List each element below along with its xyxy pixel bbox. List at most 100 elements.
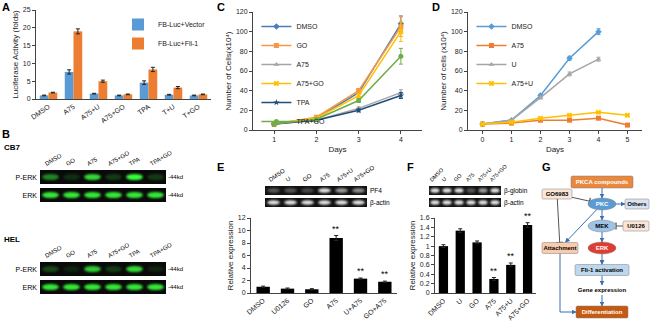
svg-text:TPA+GO: TPA+GO bbox=[149, 241, 173, 258]
svg-text:FB-Luc+Fli-1: FB-Luc+Fli-1 bbox=[158, 40, 198, 47]
svg-text:A: A bbox=[2, 1, 10, 13]
svg-text:A75+GO: A75+GO bbox=[296, 80, 324, 87]
svg-text:DMSO: DMSO bbox=[30, 103, 52, 121]
svg-text:GO: GO bbox=[452, 172, 463, 183]
svg-text:TPA: TPA bbox=[136, 103, 151, 116]
svg-text:12: 12 bbox=[238, 214, 246, 221]
svg-text:T+U: T+U bbox=[161, 103, 176, 116]
svg-text:0: 0 bbox=[244, 126, 248, 133]
svg-text:Number of cells (x10⁴): Number of cells (x10⁴) bbox=[439, 31, 448, 111]
svg-text:2: 2 bbox=[242, 277, 246, 284]
svg-text:ERK: ERK bbox=[23, 192, 38, 199]
svg-text:ERK: ERK bbox=[596, 245, 609, 251]
svg-text:0: 0 bbox=[481, 136, 485, 143]
svg-text:-44kd: -44kd bbox=[168, 266, 183, 272]
svg-text:A75+U: A75+U bbox=[79, 103, 101, 121]
svg-text:25: 25 bbox=[23, 6, 31, 13]
svg-text:2: 2 bbox=[539, 136, 543, 143]
svg-text:TPA: TPA bbox=[128, 248, 141, 259]
svg-text:-44kd: -44kd bbox=[168, 192, 183, 198]
svg-text:P-ERK: P-ERK bbox=[16, 266, 38, 273]
svg-text:A75: A75 bbox=[325, 297, 339, 310]
svg-text:HEL: HEL bbox=[4, 235, 20, 244]
svg-text:TPA+GO: TPA+GO bbox=[296, 118, 325, 125]
svg-text:100: 100 bbox=[236, 28, 248, 35]
svg-text:1.2: 1.2 bbox=[420, 233, 430, 240]
svg-text:β-actin: β-actin bbox=[370, 199, 390, 207]
svg-text:Fli-1 activation: Fli-1 activation bbox=[581, 267, 623, 273]
svg-text:-44kd: -44kd bbox=[168, 174, 183, 180]
svg-text:6: 6 bbox=[242, 252, 246, 259]
svg-text:GO: GO bbox=[65, 157, 76, 167]
svg-text:8: 8 bbox=[242, 239, 246, 246]
svg-text:E: E bbox=[217, 161, 224, 173]
svg-text:A75: A75 bbox=[464, 172, 475, 183]
svg-text:A75+U: A75+U bbox=[336, 167, 355, 183]
svg-text:P-ERK: P-ERK bbox=[16, 174, 38, 181]
svg-text:CB7: CB7 bbox=[4, 143, 21, 152]
svg-text:2: 2 bbox=[314, 136, 318, 143]
svg-text:Others: Others bbox=[627, 201, 647, 207]
svg-text:A75+GO: A75+GO bbox=[506, 297, 531, 322]
svg-text:TPA: TPA bbox=[128, 156, 141, 167]
svg-text:-44kd: -44kd bbox=[168, 284, 183, 290]
svg-text:120: 120 bbox=[451, 8, 463, 15]
svg-text:**: ** bbox=[507, 251, 515, 261]
svg-text:0.2: 0.2 bbox=[420, 280, 430, 287]
svg-text:DMSO: DMSO bbox=[44, 245, 63, 259]
svg-text:TPA+GO: TPA+GO bbox=[149, 149, 173, 166]
svg-text:**: ** bbox=[381, 269, 389, 279]
svg-text:F: F bbox=[407, 161, 414, 173]
svg-text:Relative expression: Relative expression bbox=[226, 221, 235, 291]
svg-text:PKC: PKC bbox=[596, 201, 609, 207]
svg-text:0: 0 bbox=[242, 289, 246, 296]
svg-text:Gene expression: Gene expression bbox=[578, 287, 627, 293]
svg-text:Luciferase Activity (folds): Luciferase Activity (folds) bbox=[11, 10, 20, 99]
svg-text:3: 3 bbox=[568, 136, 572, 143]
svg-text:D: D bbox=[432, 1, 440, 13]
svg-text:GO: GO bbox=[302, 172, 313, 182]
svg-text:U0126: U0126 bbox=[270, 297, 290, 316]
svg-text:40: 40 bbox=[455, 87, 463, 94]
svg-text:U: U bbox=[511, 61, 516, 68]
svg-text:GO6983: GO6983 bbox=[546, 191, 569, 197]
svg-text:C: C bbox=[217, 1, 225, 13]
svg-text:DMSO: DMSO bbox=[245, 297, 266, 316]
svg-text:10: 10 bbox=[23, 60, 31, 67]
svg-text:FB-Luc+Vector: FB-Luc+Vector bbox=[158, 21, 205, 28]
svg-text:5: 5 bbox=[27, 78, 31, 85]
svg-text:U0126: U0126 bbox=[627, 223, 645, 229]
svg-text:1: 1 bbox=[272, 136, 276, 143]
svg-text:PF4: PF4 bbox=[370, 187, 382, 194]
svg-text:1: 1 bbox=[510, 136, 514, 143]
svg-text:A75+U: A75+U bbox=[511, 80, 533, 87]
svg-text:A75: A75 bbox=[483, 297, 497, 311]
svg-text:A75: A75 bbox=[296, 61, 309, 68]
svg-text:PKCA compounds: PKCA compounds bbox=[576, 179, 629, 185]
svg-text:U+A75: U+A75 bbox=[342, 297, 363, 316]
svg-text:A75+U: A75+U bbox=[494, 297, 514, 317]
svg-text:60: 60 bbox=[240, 67, 248, 74]
svg-text:0: 0 bbox=[27, 95, 31, 102]
svg-text:Relative expression: Relative expression bbox=[408, 221, 417, 291]
svg-text:A75+GO: A75+GO bbox=[107, 242, 131, 259]
svg-text:U: U bbox=[440, 176, 447, 183]
svg-text:β-globin: β-globin bbox=[504, 187, 528, 195]
svg-text:GO: GO bbox=[302, 297, 315, 310]
svg-text:120: 120 bbox=[236, 8, 248, 15]
svg-text:DMSO: DMSO bbox=[268, 167, 286, 182]
svg-text:A75+GO: A75+GO bbox=[488, 163, 508, 183]
svg-text:40: 40 bbox=[240, 87, 248, 94]
svg-text:G: G bbox=[542, 161, 551, 173]
svg-text:GO: GO bbox=[468, 297, 481, 310]
svg-text:DMSO: DMSO bbox=[511, 23, 533, 30]
svg-text:B: B bbox=[2, 128, 10, 140]
svg-text:20: 20 bbox=[455, 107, 463, 114]
svg-text:5: 5 bbox=[626, 136, 630, 143]
svg-text:0.4: 0.4 bbox=[420, 271, 430, 278]
svg-text:DMSO: DMSO bbox=[296, 23, 318, 30]
svg-text:20: 20 bbox=[240, 107, 248, 114]
svg-text:0: 0 bbox=[459, 126, 463, 133]
svg-text:**: ** bbox=[357, 266, 365, 276]
svg-text:GO+A75: GO+A75 bbox=[362, 297, 388, 320]
